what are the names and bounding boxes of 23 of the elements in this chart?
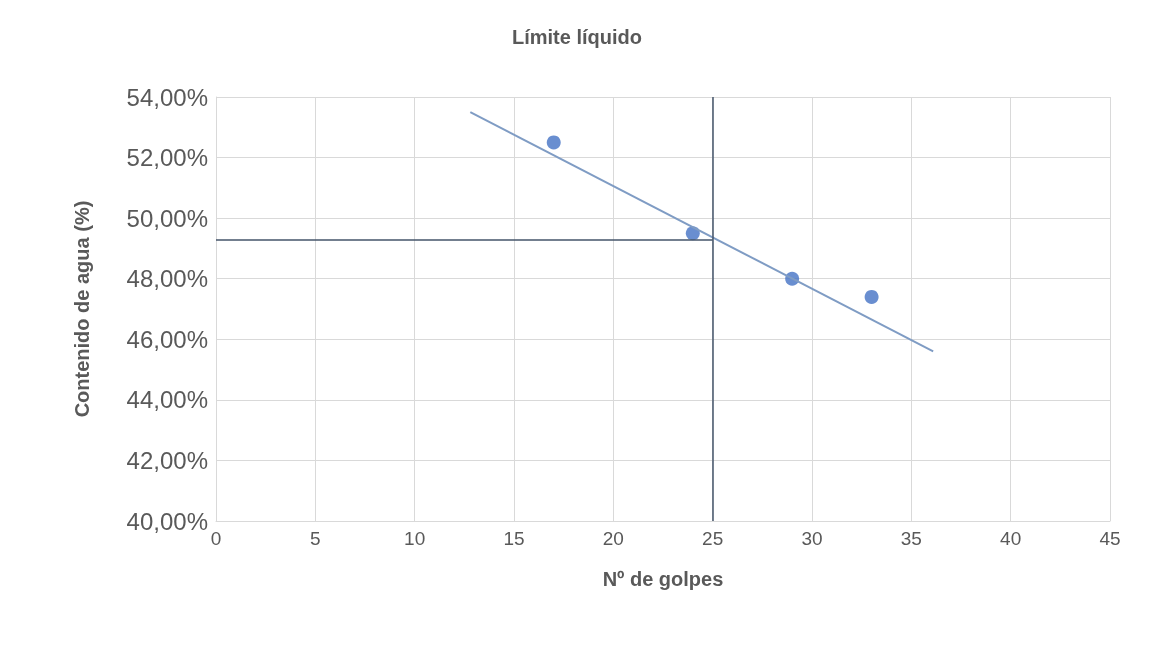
y-tick-label: 50,00% (126, 204, 208, 232)
x-tick-label: 45 (1099, 528, 1121, 549)
y-tick-label: 52,00% (126, 144, 208, 172)
x-tick-label: 10 (404, 528, 426, 549)
point (864, 289, 879, 304)
x-tick-label: 5 (310, 528, 321, 549)
x-tick-label: 35 (900, 528, 922, 549)
x-tick-label: 20 (602, 528, 624, 549)
y-tick-label: 46,00% (126, 325, 208, 353)
x-tick-label: 40 (1000, 528, 1022, 549)
y-tick-label: 54,00% (126, 83, 208, 111)
y-tick-label: 40,00% (126, 507, 208, 535)
x-axis-title: Nº de golpes (602, 568, 724, 590)
y-axis-title: Contenido de agua (%) (71, 200, 93, 418)
chart-title: Límite líquido (512, 26, 642, 48)
y-tick-label: 42,00% (126, 446, 208, 474)
x-tick-label: 25 (702, 528, 724, 549)
y-tick-label: 44,00% (126, 386, 208, 414)
x-tick-label: 15 (503, 528, 525, 549)
x-tick-label: 30 (801, 528, 823, 549)
y-tick-label: 48,00% (126, 265, 208, 293)
point (546, 135, 561, 150)
x-tick-label: 0 (210, 528, 222, 549)
